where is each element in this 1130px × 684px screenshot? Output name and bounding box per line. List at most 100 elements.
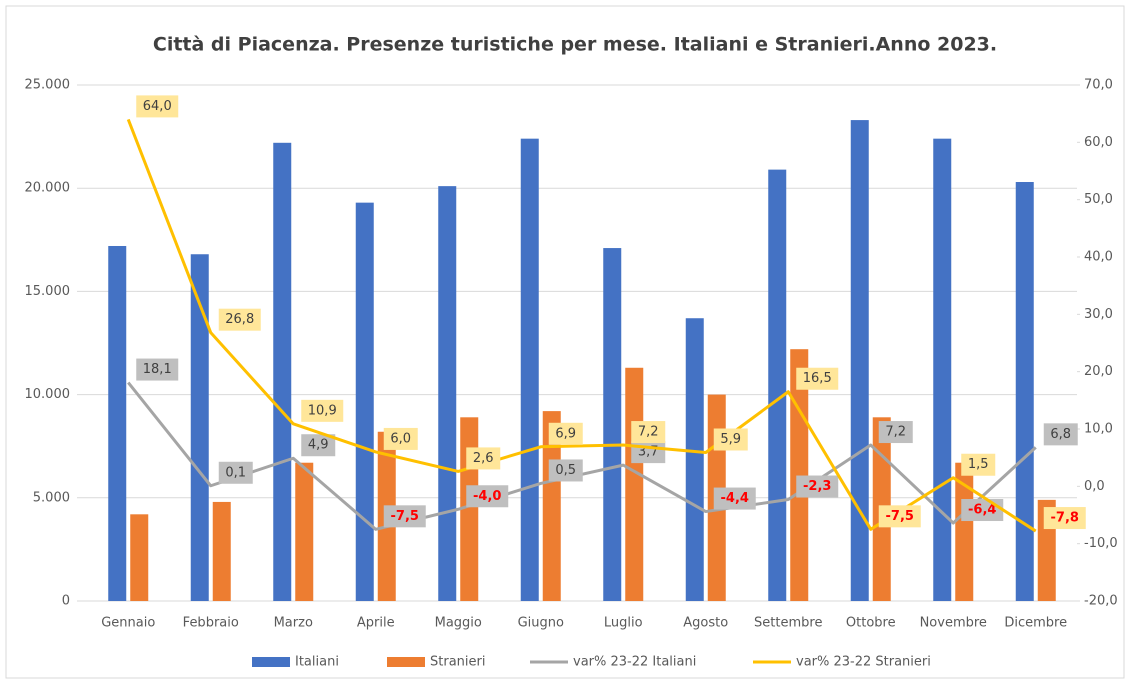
- x-tick-label: Luglio: [604, 616, 643, 631]
- bar: [542, 411, 561, 601]
- y2-tick-label: 30,0: [1084, 307, 1113, 322]
- bar: [130, 514, 149, 601]
- y-tick-label: 20.000: [25, 181, 71, 196]
- bar: [933, 138, 952, 601]
- data-label-box: [218, 461, 253, 484]
- bar: [520, 138, 539, 601]
- data-label-box: [631, 421, 666, 444]
- data-label-box: [548, 459, 583, 482]
- bar: [190, 254, 209, 602]
- y-tick-label: 5.000: [33, 490, 70, 505]
- y2-tick-label: 70,0: [1084, 78, 1113, 93]
- y2-tick-label: -20,0: [1084, 594, 1118, 609]
- x-tick-label: Febbraio: [183, 616, 239, 631]
- data-label-box: [301, 399, 344, 422]
- y-tick-label: 0: [62, 594, 70, 609]
- data-label-text: -7,8: [1051, 511, 1079, 526]
- bar: [273, 142, 292, 602]
- legend-label: var% 23-22 Italiani: [573, 655, 696, 670]
- legend-swatch: [252, 657, 290, 667]
- data-label: 6,9: [548, 422, 583, 445]
- x-tick-label: Novembre: [920, 616, 987, 631]
- data-label: -7,5: [878, 505, 921, 528]
- data-label-box: [466, 447, 501, 470]
- data-label-text: 5,9: [720, 432, 741, 447]
- data-label: 1,5: [961, 453, 996, 476]
- data-label-box: [961, 453, 996, 476]
- data-label-text: 10,9: [308, 403, 337, 418]
- data-label-text: 16,5: [803, 371, 832, 386]
- x-tick-label: Agosto: [683, 616, 728, 631]
- y-tick-label: 10.000: [25, 387, 71, 402]
- data-label-box: [1043, 507, 1086, 530]
- data-label-text: 26,8: [225, 312, 254, 327]
- data-label-box: [1043, 423, 1078, 446]
- data-label-box: [878, 421, 913, 444]
- data-label: 26,8: [218, 308, 261, 331]
- data-label-box: [136, 95, 179, 118]
- data-label-text: 0,1: [225, 465, 246, 480]
- data-label-box: [713, 487, 756, 510]
- data-label: -4,4: [713, 487, 756, 510]
- legend-swatch: [387, 657, 425, 667]
- y-tick-label: 15.000: [25, 284, 71, 299]
- x-tick-label: Marzo: [274, 616, 313, 631]
- bar: [768, 169, 787, 601]
- data-label: 6,0: [383, 427, 418, 450]
- x-tick-label: Dicembre: [1004, 616, 1067, 631]
- y2-tick-label: 60,0: [1084, 135, 1113, 150]
- y2-tick-label: 10,0: [1084, 422, 1113, 437]
- data-label-box: [218, 308, 261, 331]
- data-label-text: 4,9: [308, 438, 329, 453]
- data-label-text: 0,5: [555, 463, 576, 478]
- data-label-text: 6,8: [1050, 427, 1071, 442]
- data-label: 6,8: [1043, 423, 1078, 446]
- x-tick-label: Settembre: [754, 616, 822, 631]
- data-label-text: -7,5: [391, 509, 419, 524]
- data-label-box: [466, 485, 509, 508]
- bar: [212, 501, 231, 601]
- data-label: 3,7: [631, 441, 666, 464]
- data-label: -7,8: [1043, 507, 1086, 530]
- bar: [1015, 182, 1034, 601]
- bar: [603, 248, 622, 601]
- data-label: 18,1: [136, 358, 179, 381]
- bar: [355, 202, 374, 601]
- data-label-box: [548, 422, 583, 445]
- bar: [438, 186, 457, 602]
- bar: [955, 462, 974, 601]
- data-label: 16,5: [796, 367, 839, 390]
- data-label-text: -6,4: [968, 503, 996, 518]
- bar: [685, 318, 704, 601]
- data-label-box: [878, 505, 921, 528]
- data-label-box: [796, 475, 839, 498]
- data-label: 0,1: [218, 461, 253, 484]
- bar: [295, 462, 314, 601]
- bar: [108, 245, 127, 601]
- data-label-text: 1,5: [968, 457, 989, 472]
- data-label-text: 18,1: [143, 362, 172, 377]
- data-label-box: [796, 367, 839, 390]
- data-label-text: -7,5: [886, 509, 914, 524]
- data-label-box: [383, 427, 418, 450]
- x-tick-label: Aprile: [357, 616, 395, 631]
- data-label-box: [136, 358, 179, 381]
- data-label: 7,2: [631, 421, 666, 444]
- y2-tick-label: -10,0: [1084, 536, 1118, 551]
- data-label-text: 6,9: [555, 426, 576, 441]
- data-label-text: 6,0: [390, 431, 411, 446]
- bar: [790, 349, 809, 601]
- legend-label: var% 23-22 Stranieri: [796, 655, 931, 670]
- data-label-text: 7,2: [885, 425, 906, 440]
- bar: [625, 367, 644, 601]
- data-label-box: [383, 505, 426, 528]
- legend-label: Italiani: [295, 655, 339, 670]
- bar: [850, 120, 869, 601]
- data-label: 4,9: [301, 434, 336, 457]
- data-label: -2,3: [796, 475, 839, 498]
- y2-tick-label: 20,0: [1084, 364, 1113, 379]
- data-label: 0,5: [548, 459, 583, 482]
- data-label: -6,4: [961, 499, 1004, 522]
- data-label: -7,5: [383, 505, 426, 528]
